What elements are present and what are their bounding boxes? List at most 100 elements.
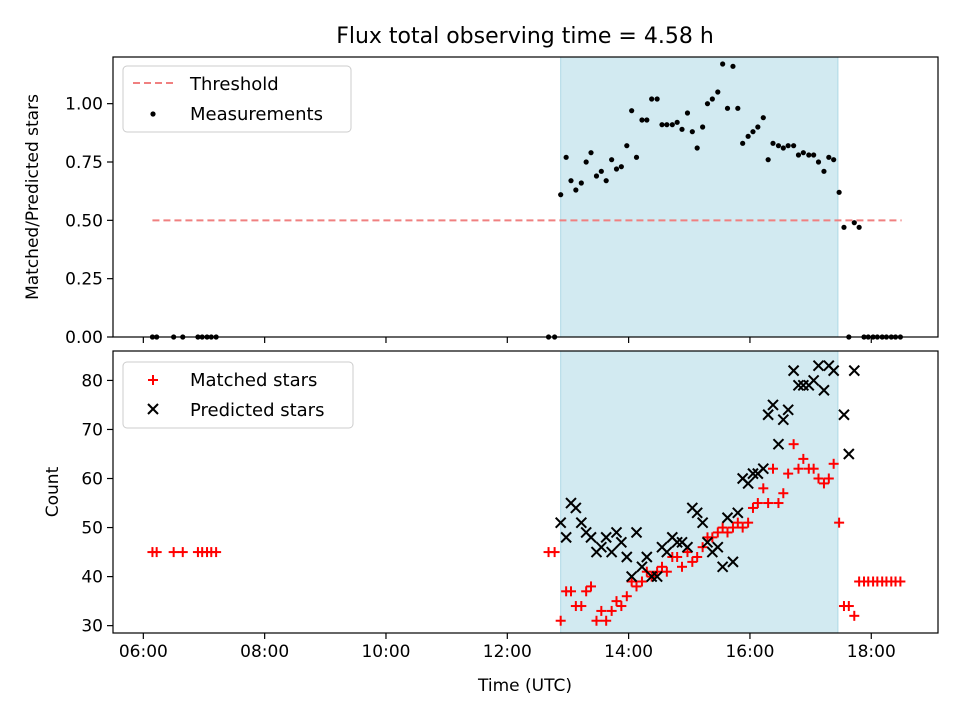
x-tick-label: 14:00 (604, 642, 653, 662)
ratio-legend-box (122, 65, 352, 133)
x-stroke (147, 403, 159, 415)
matched-point (656, 561, 667, 572)
x-stroke (812, 360, 825, 372)
x-stroke (696, 516, 709, 529)
measurement-point (654, 96, 660, 102)
measurement-point (674, 119, 680, 125)
predicted-point (762, 409, 774, 421)
x-stroke (792, 379, 805, 392)
measurement-point (639, 117, 645, 123)
legend-x-mark (147, 403, 159, 415)
matched-point (727, 522, 738, 533)
count-y-ticks: 30 40 50 60 70 80 (81, 371, 113, 637)
count-axes-frame (112, 350, 939, 634)
matched-point (672, 551, 683, 562)
predicted-point (827, 364, 840, 377)
matched-point (616, 601, 627, 612)
measurement-point (659, 122, 665, 128)
matched-point (773, 498, 784, 509)
x-stroke (595, 541, 608, 553)
measurement-point (836, 189, 842, 195)
x-stroke (585, 531, 597, 544)
x-stroke (772, 438, 785, 450)
x-stroke (762, 409, 774, 421)
ratio-x-ticks (142, 337, 872, 343)
measurement-point (851, 220, 857, 226)
x-stroke (777, 413, 790, 426)
matched-point (818, 478, 829, 489)
legend-predicted-swatch (147, 403, 159, 415)
measurement-point (740, 140, 746, 146)
x-stroke (651, 570, 663, 583)
observing-span-top (560, 56, 839, 338)
measurement-point (588, 150, 594, 156)
x-tick-label: 10:00 (361, 642, 410, 662)
x-stroke (625, 570, 638, 583)
matched-point (596, 605, 607, 616)
y-tick-label: 70 (81, 420, 103, 440)
predicted-point (747, 467, 759, 480)
ratio-axes-frame (112, 56, 939, 338)
measurement-point (795, 152, 802, 158)
predicted-point (570, 502, 582, 514)
x-stroke (747, 467, 759, 480)
count-legend-box (122, 361, 354, 429)
predicted-point (661, 546, 673, 558)
measurement-point (724, 105, 731, 111)
x-stroke (736, 472, 749, 485)
matched-point (722, 527, 733, 538)
ratio-y-axis-label: Matched/Predicted stars (23, 94, 43, 300)
measurement-point (730, 63, 736, 69)
x-tick-label: 12:00 (483, 642, 532, 662)
matched-point (692, 551, 703, 562)
matched-point (778, 488, 789, 499)
x-stroke (727, 556, 739, 568)
predicted-point (807, 374, 820, 387)
x-stroke (605, 546, 618, 558)
matched-point (793, 463, 804, 474)
measurement-point (806, 152, 812, 158)
predicted-point (767, 399, 779, 411)
measurement-point (609, 157, 615, 163)
x-stroke (676, 536, 688, 548)
measurement-point (684, 110, 691, 116)
x-stroke (671, 536, 683, 548)
predicted-point (777, 413, 790, 426)
measurement-point (568, 178, 574, 184)
measurement-point (558, 192, 564, 198)
legend-matched-label: Matched stars (190, 370, 317, 391)
predicted-point (696, 516, 709, 529)
predicted-point (651, 570, 663, 583)
count-panel: 30 40 50 60 70 80 06:00 08:00 10:00 12:00 14:00 16… (43, 350, 939, 696)
matched-point (895, 576, 906, 587)
matched-point (661, 566, 672, 577)
measurement-point (669, 122, 675, 128)
predicted-point (742, 477, 754, 490)
x-stroke (575, 516, 588, 529)
measurement-point (815, 159, 822, 165)
y-tick-label: 40 (81, 568, 103, 588)
x-stroke (732, 507, 744, 519)
matched-point (843, 601, 854, 612)
measurement-point (760, 115, 766, 121)
measurement-point (618, 164, 624, 170)
matched-point (555, 615, 566, 626)
measurement-point (700, 124, 706, 130)
ratio-panel: 0.00 0.25 0.50 0.75 1.00 Matched/Predicted s… (23, 56, 939, 348)
matched-point (849, 610, 860, 621)
measurement-point (856, 224, 862, 230)
measurement-point (745, 133, 751, 139)
measurement-point (603, 178, 609, 184)
predicted-point (641, 551, 653, 563)
x-stroke (701, 536, 714, 548)
matched-point (591, 615, 602, 626)
measurement-point (826, 154, 832, 160)
matched-point (732, 517, 743, 528)
measurement-point (791, 143, 797, 149)
predicted-point (787, 364, 800, 377)
y-tick-label: 0.00 (65, 328, 103, 348)
matched-point (747, 502, 758, 513)
x-stroke (848, 364, 860, 377)
measurement-point (709, 96, 715, 102)
matched-point (626, 576, 637, 587)
